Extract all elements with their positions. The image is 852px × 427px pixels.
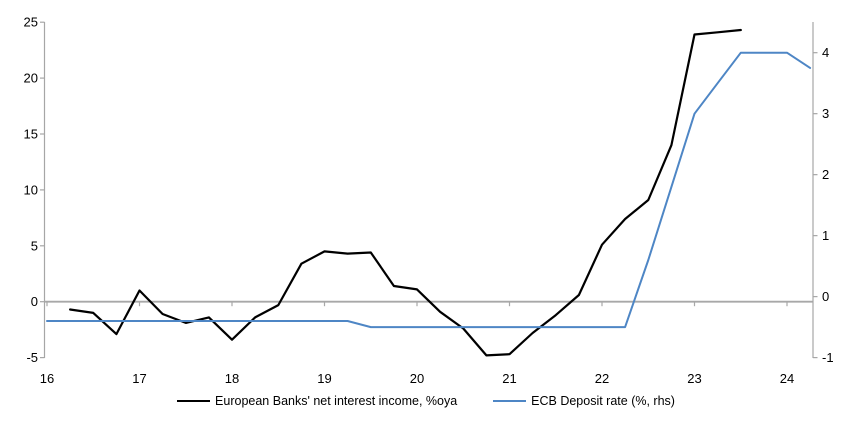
x-axis-tick-label: 21 bbox=[502, 371, 516, 386]
chart-legend: European Banks' net interest income, %oy… bbox=[0, 394, 852, 408]
legend-item-ecb-deposit-rate: ECB Deposit rate (%, rhs) bbox=[493, 394, 675, 408]
right-axis-tick-label: 0 bbox=[822, 289, 829, 304]
x-axis-tick-label: 18 bbox=[225, 371, 239, 386]
left-axis-tick-label: 25 bbox=[24, 15, 38, 30]
x-axis-tick-label: 24 bbox=[780, 371, 794, 386]
x-axis-tick-label: 22 bbox=[595, 371, 609, 386]
x-axis-tick-label: 23 bbox=[687, 371, 701, 386]
net-interest-income-line-swatch bbox=[177, 400, 211, 402]
left-axis-tick-label: -5 bbox=[26, 350, 38, 365]
ecb-deposit-rate-legend-label: ECB Deposit rate (%, rhs) bbox=[531, 394, 675, 408]
left-axis-tick-label: 5 bbox=[31, 238, 38, 253]
left-axis-tick-label: 10 bbox=[24, 182, 38, 197]
ecb-deposit-rate-line-swatch bbox=[493, 400, 527, 402]
x-axis-tick-label: 17 bbox=[132, 371, 146, 386]
left-axis-tick-label: 20 bbox=[24, 71, 38, 86]
ecb-deposit-rate-line bbox=[46, 51, 812, 329]
left-axis-tick-label: 0 bbox=[31, 294, 38, 309]
x-axis-tick-label: 20 bbox=[410, 371, 424, 386]
left-axis-tick-label: 15 bbox=[24, 127, 38, 142]
right-axis-tick-label: 4 bbox=[822, 45, 829, 60]
net-interest-income-line bbox=[68, 28, 742, 357]
x-axis-tick-label: 19 bbox=[317, 371, 331, 386]
right-axis-tick-label: -1 bbox=[822, 350, 834, 365]
legend-item-net-interest-income: European Banks' net interest income, %oy… bbox=[177, 394, 457, 408]
net-interest-income-legend-label: European Banks' net interest income, %oy… bbox=[215, 394, 458, 408]
right-axis-tick-label: 3 bbox=[822, 106, 829, 121]
right-axis-tick-label: 1 bbox=[822, 228, 829, 243]
right-axis-tick-label: 2 bbox=[822, 167, 829, 182]
x-axis-tick-label: 16 bbox=[40, 371, 54, 386]
